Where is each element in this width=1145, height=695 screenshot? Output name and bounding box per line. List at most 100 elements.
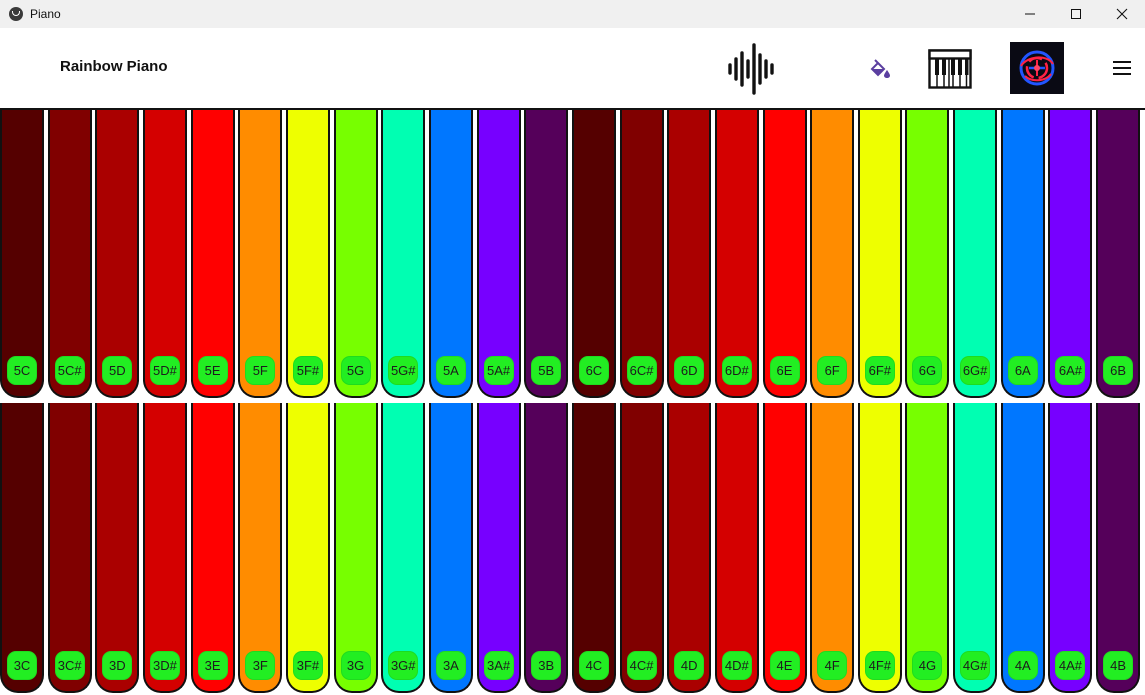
key-label: 5C# xyxy=(54,356,85,385)
piano-key[interactable]: 5D xyxy=(95,110,140,398)
key-label: 3F# xyxy=(292,651,323,680)
key-label: 5G# xyxy=(388,356,419,385)
piano-key[interactable]: 5F# xyxy=(285,110,330,398)
piano-key[interactable]: 5C xyxy=(0,110,44,398)
paint-bucket-button[interactable] xyxy=(866,56,894,82)
key-label: 4G xyxy=(912,651,943,680)
piano-keys-icon xyxy=(928,49,972,89)
key-label: 5C xyxy=(7,356,37,385)
maximize-button[interactable] xyxy=(1053,0,1099,28)
piano-key[interactable]: 6D# xyxy=(714,110,759,398)
app-title: Rainbow Piano xyxy=(60,58,168,75)
piano-key[interactable]: 6A# xyxy=(1048,110,1093,398)
piano-key[interactable]: 3E xyxy=(190,403,235,693)
piano-key[interactable]: 3F xyxy=(238,403,283,693)
piano-key[interactable]: 3D# xyxy=(142,403,187,693)
piano-key[interactable]: 6C xyxy=(571,110,616,398)
header-divider xyxy=(0,108,1145,110)
key-label: 4A xyxy=(1007,651,1038,680)
key-label: 6D# xyxy=(721,356,752,385)
piano-key[interactable]: 3F# xyxy=(285,403,330,693)
app-icon xyxy=(9,7,23,21)
window-controls xyxy=(1007,0,1145,28)
piano-key[interactable]: 3D xyxy=(95,403,140,693)
logo-icon xyxy=(1019,50,1055,86)
key-label: 4E xyxy=(769,651,800,680)
piano-key[interactable]: 4D# xyxy=(714,403,759,693)
piano-key[interactable]: 6E xyxy=(762,110,807,398)
menu-button[interactable] xyxy=(1108,56,1136,80)
piano-key[interactable]: 4D xyxy=(667,403,712,693)
piano-key[interactable]: 5C# xyxy=(47,110,92,398)
key-label: 5A# xyxy=(483,356,514,385)
key-label: 6D xyxy=(674,356,705,385)
key-label: 3E xyxy=(197,651,228,680)
key-label: 3C# xyxy=(54,651,85,680)
piano-key[interactable]: 4F# xyxy=(857,403,902,693)
window-title: Piano xyxy=(30,7,61,21)
piano-key[interactable]: 3G xyxy=(333,403,378,693)
piano-key[interactable]: 6G# xyxy=(953,110,998,398)
piano-key[interactable]: 5B xyxy=(524,110,569,398)
piano-key[interactable]: 6F# xyxy=(857,110,902,398)
menu-icon xyxy=(1113,61,1131,75)
key-label: 6F xyxy=(817,356,848,385)
piano-key[interactable]: 5D# xyxy=(142,110,187,398)
piano-key[interactable]: 5E xyxy=(190,110,235,398)
key-label: 5G xyxy=(340,356,371,385)
top-keyboard-row: 5C 5C# 5D 5D# 5E 5F 5F# 5G 5G# 5A 5A# 5B 6C 6C# 6D 6D# 6… xyxy=(0,110,1145,398)
key-label: 3G xyxy=(340,651,371,680)
piano-key[interactable]: 5G xyxy=(333,110,378,398)
paint-bucket-icon xyxy=(870,59,890,78)
close-icon xyxy=(1116,8,1128,20)
piano-key[interactable]: 5F xyxy=(238,110,283,398)
piano-key[interactable]: 4G xyxy=(905,403,950,693)
piano-keys-button[interactable] xyxy=(927,48,973,90)
piano-key[interactable]: 3A# xyxy=(476,403,521,693)
piano-key[interactable]: 5G# xyxy=(381,110,426,398)
key-label: 4A# xyxy=(1055,651,1086,680)
piano-key[interactable]: 5A xyxy=(428,110,473,398)
key-label: 5D# xyxy=(149,356,180,385)
key-label: 3D# xyxy=(149,651,180,680)
piano-key[interactable]: 4A# xyxy=(1048,403,1093,693)
piano-key[interactable]: 4A xyxy=(1000,403,1045,693)
piano-key[interactable]: 4C xyxy=(571,403,616,693)
key-label: 3F xyxy=(245,651,276,680)
piano-key[interactable]: 5A# xyxy=(476,110,521,398)
key-label: 5F# xyxy=(292,356,323,385)
close-button[interactable] xyxy=(1099,0,1145,28)
key-label: 6E xyxy=(769,356,800,385)
key-label: 3D xyxy=(102,651,133,680)
key-label: 5E xyxy=(197,356,228,385)
sound-wave-icon xyxy=(728,43,774,95)
logo-button[interactable] xyxy=(1010,42,1064,94)
piano-key[interactable]: 6G xyxy=(905,110,950,398)
key-label: 4D xyxy=(674,651,705,680)
piano-key[interactable]: 4C# xyxy=(619,403,664,693)
sound-wave-button[interactable] xyxy=(724,42,780,96)
piano-key[interactable]: 4F xyxy=(810,403,855,693)
key-label: 6C# xyxy=(626,356,657,385)
minimize-button[interactable] xyxy=(1007,0,1053,28)
piano-key[interactable]: 6D xyxy=(667,110,712,398)
piano-key[interactable]: 6C# xyxy=(619,110,664,398)
key-label: 6A# xyxy=(1055,356,1086,385)
piano-key[interactable]: 3G# xyxy=(381,403,426,693)
piano-key[interactable]: 4G# xyxy=(953,403,998,693)
piano-key[interactable]: 4B xyxy=(1096,403,1141,693)
piano-key[interactable]: 3C# xyxy=(47,403,92,693)
piano-key[interactable]: 4E xyxy=(762,403,807,693)
piano-key[interactable]: 3C xyxy=(0,403,44,693)
piano-key[interactable]: 3B xyxy=(524,403,569,693)
piano-key[interactable]: 6B xyxy=(1096,110,1141,398)
key-label: 6A xyxy=(1007,356,1038,385)
piano-key[interactable]: 6A xyxy=(1000,110,1045,398)
piano-key[interactable]: 3A xyxy=(428,403,473,693)
key-label: 3C xyxy=(7,651,37,680)
key-label: 4C xyxy=(578,651,609,680)
app-header: Rainbow Piano xyxy=(0,28,1145,108)
window-title-bar: Piano xyxy=(0,0,1145,28)
piano-key[interactable]: 6F xyxy=(810,110,855,398)
key-label: 4F xyxy=(817,651,848,680)
